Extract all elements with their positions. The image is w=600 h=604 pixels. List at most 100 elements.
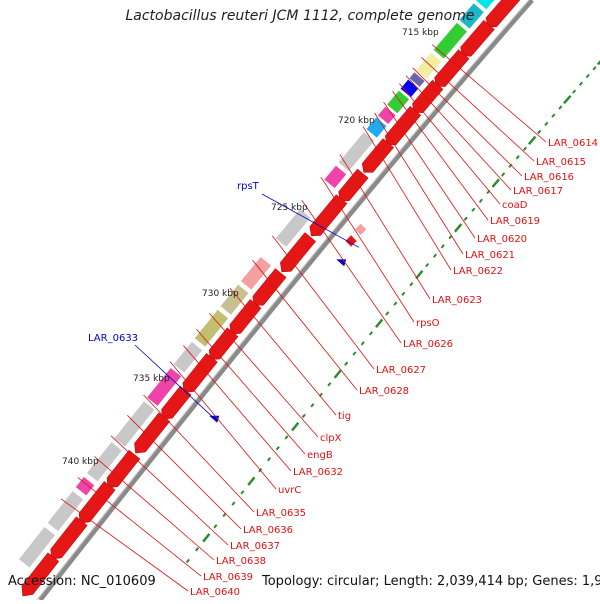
scale-tick [409,282,414,287]
cds-arrow [50,516,88,560]
label-connector [421,57,535,162]
scale-tick [585,73,590,79]
gene-label-reverse[interactable]: rpsT [237,181,260,192]
gene-label[interactable]: LAR_0616 [524,172,574,183]
scale-tick [375,318,384,328]
label-connector [399,83,501,205]
scale-tick [508,163,513,168]
scale-tick [453,223,463,233]
cog-block [408,71,426,88]
cds-arrow [412,79,444,113]
gene-label[interactable]: LAR_0628 [359,386,409,397]
gene-label[interactable]: LAR_0615 [536,157,586,168]
cds-arrow [229,299,262,335]
label-connector [252,259,358,391]
scale-tick [501,172,506,177]
reverse-feature [355,223,367,236]
scale-tick [415,269,424,280]
cds-arrow [106,449,141,489]
label-connector [362,126,452,271]
scale-labels: 715 kbp 720 kbp 725 kbp 730 kbp 735 kbp … [62,28,439,467]
cog-block [323,164,348,189]
label-connector [383,101,476,239]
gene-label[interactable]: LAR_0620 [477,234,527,245]
gene-label[interactable]: LAR_0639 [203,572,253,583]
label-connector [412,67,523,177]
cds-arrow [252,268,287,306]
cog-block [475,0,496,11]
gene-label[interactable]: LAR_0632 [293,467,343,478]
cds-arrow [182,353,218,393]
gene-label[interactable]: LAR_0638 [216,556,266,567]
label-connector [301,199,402,344]
cds-arrow [21,552,60,597]
scale-tick [247,476,256,486]
reverse-labels: rpsT LAR_0633 [88,181,260,344]
backbone-highlight [36,0,530,601]
gene-label[interactable]: LAR_0640 [190,587,240,598]
cog-block [386,89,410,115]
label-connector [77,477,202,577]
gene-label[interactable]: LAR_0614 [548,138,598,149]
scale-tick [440,244,445,249]
scale-tick [213,524,218,529]
gene-label[interactable]: uvrC [278,485,301,496]
reverse-arrow [336,259,347,267]
scale-tick [558,105,563,110]
scale-tick [592,66,597,71]
label-connector [143,394,255,513]
gene-label[interactable]: LAR_0619 [490,216,540,227]
gene-label[interactable]: LAR_0637 [230,541,280,552]
label-connector [94,456,215,561]
scale-tick [515,155,520,160]
gene-label[interactable]: LAR_0627 [376,365,426,376]
gene-label-reverse[interactable]: LAR_0633 [88,333,138,344]
gene-label[interactable]: LAR_0622 [453,266,503,277]
scale-tick [222,512,227,518]
accession-text: Accession: NC_010609 [8,574,156,589]
cds-arrow [460,19,495,57]
genome-backbone [38,0,534,602]
scale-tick [301,413,306,419]
scale-tick [578,81,584,86]
cds-arrow [485,0,521,28]
gene-label[interactable]: LAR_0623 [432,295,482,306]
gene-label[interactable]: engB [307,450,333,461]
scale-tick [266,456,272,462]
cog-block [18,526,56,569]
gene-label[interactable]: clpX [320,433,342,444]
gene-label[interactable]: LAR_0635 [256,508,306,519]
scale-tick [563,94,572,105]
label-connector [320,176,415,323]
scale-tick [401,291,406,297]
scale-tick [385,311,390,316]
cog-block [365,116,388,139]
gene-label[interactable]: LAR_0636 [243,525,293,536]
cog-block [46,490,84,532]
cds-arrow [384,105,422,146]
cog-block [275,208,312,248]
scale-tick [344,361,349,366]
cds-arrow [280,232,317,273]
scale-tick [185,558,190,564]
cds-arrow [78,481,116,524]
scale-tick [310,403,315,408]
label-connector-reverse [134,344,218,422]
gene-label[interactable]: LAR_0621 [465,250,515,261]
scale-tick [596,60,600,66]
scale-tick [432,253,438,258]
scale-tick [275,446,280,451]
scale-tick [284,435,289,440]
gene-label[interactable]: tig [338,411,351,422]
scale-tick [527,135,537,145]
gene-label[interactable]: rpsO [416,318,440,329]
gene-label[interactable]: LAR_0617 [513,186,563,197]
scale-tick [352,351,357,356]
scale-label: 720 kbp [338,116,375,126]
label-connector [209,312,319,438]
gene-label[interactable]: LAR_0626 [403,339,453,350]
cog-track [18,0,496,569]
scale-label: 735 kbp [133,374,170,384]
gene-label[interactable]: coaD [502,200,528,211]
reverse-feature [345,235,357,247]
